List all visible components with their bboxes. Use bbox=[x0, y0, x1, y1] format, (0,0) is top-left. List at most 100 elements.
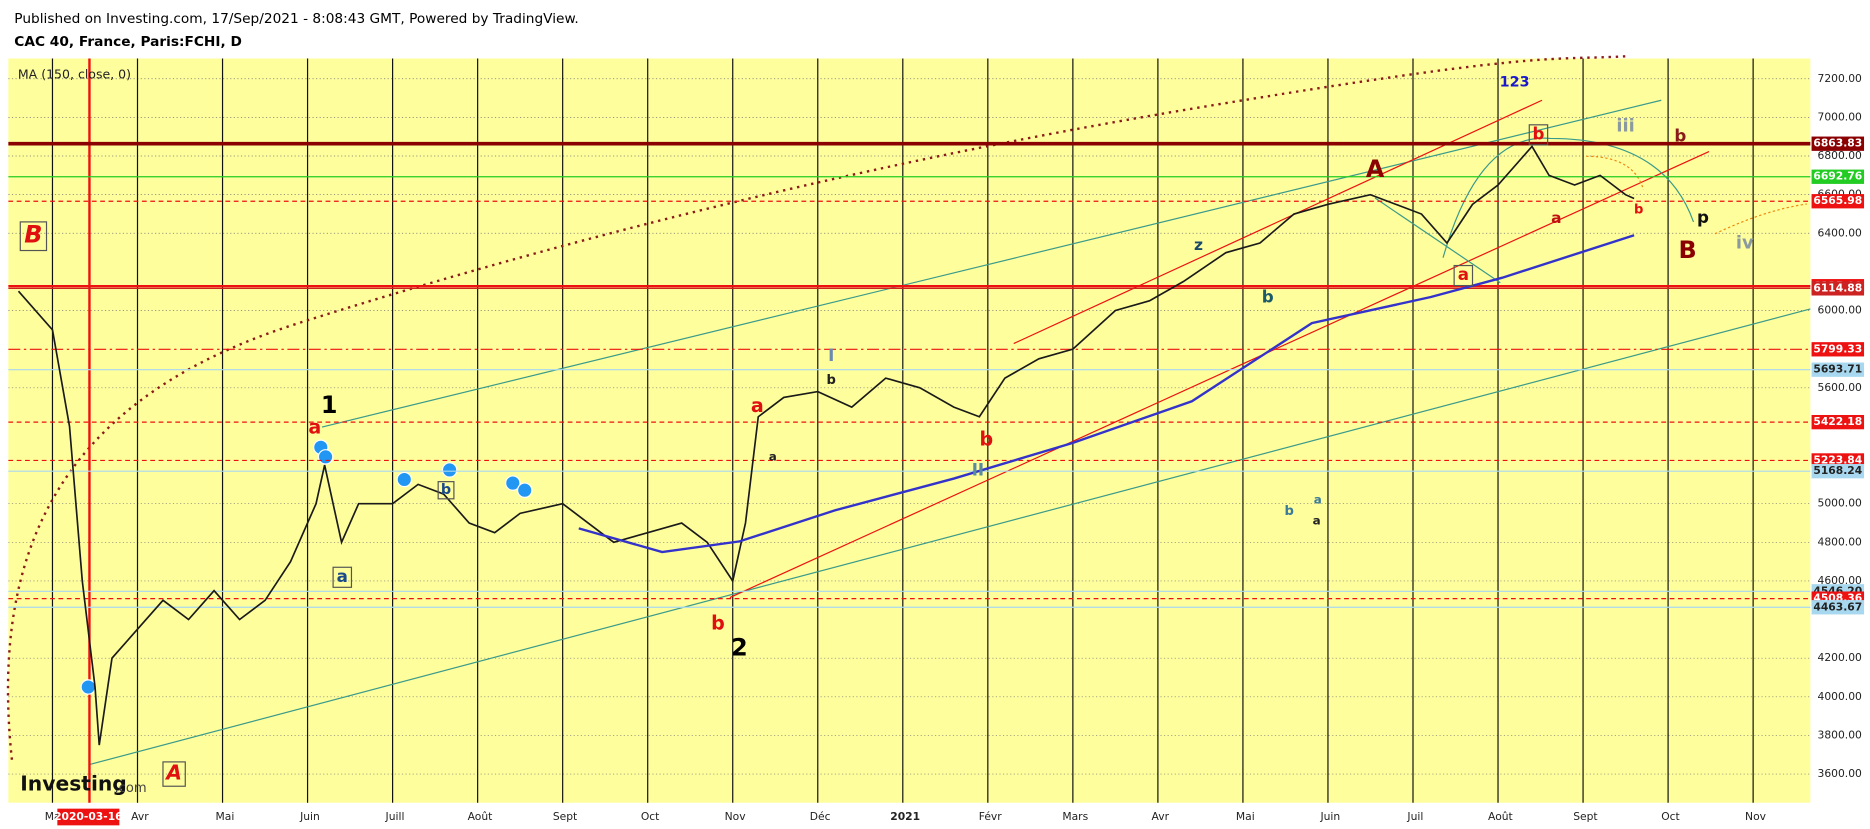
annotation-box bbox=[1528, 124, 1549, 146]
x-tick-label: Mars bbox=[1062, 810, 1088, 823]
wave-label: b bbox=[711, 612, 725, 634]
wave-label: b bbox=[1262, 288, 1274, 307]
logo: Investing bbox=[20, 771, 127, 795]
wave-label: b bbox=[1532, 124, 1544, 143]
wave-label: p bbox=[1697, 208, 1709, 227]
price-label: 5168.24 bbox=[1813, 464, 1862, 477]
markers bbox=[80, 439, 533, 695]
x-tick-label: Avr bbox=[131, 810, 149, 823]
trend-line bbox=[321, 99, 1662, 428]
wave-label: b bbox=[1634, 202, 1643, 217]
y-tick-label: 4000.00 bbox=[1818, 690, 1863, 703]
y-tick-label: 3600.00 bbox=[1818, 767, 1863, 780]
published-line: Published on Investing.com, 17/Sep/2021 … bbox=[14, 11, 578, 27]
x-tick-label: Nov bbox=[1745, 810, 1767, 823]
y-tick-label: 6800.00 bbox=[1818, 149, 1863, 162]
wave-label: a bbox=[308, 417, 321, 439]
wave-label: b bbox=[827, 373, 836, 388]
y-tick-label: 7200.00 bbox=[1818, 72, 1863, 85]
price-label: 6565.98 bbox=[1813, 194, 1862, 207]
trend-line bbox=[89, 308, 1811, 766]
arc bbox=[1442, 137, 1695, 258]
price-label-box bbox=[1811, 194, 1865, 209]
wave-label: 2 bbox=[731, 633, 748, 661]
wave-label: b bbox=[1674, 127, 1686, 146]
price-label: 6863.83 bbox=[1813, 137, 1862, 150]
x-tick-label: Oct bbox=[1661, 810, 1680, 823]
wave-label: b bbox=[1285, 504, 1294, 519]
x-tick-label: Juil bbox=[1406, 810, 1423, 823]
wave-label: a bbox=[1314, 492, 1322, 506]
wave-label: 1 bbox=[321, 391, 338, 419]
plot-area bbox=[8, 58, 1811, 803]
wave-label: I bbox=[828, 346, 834, 365]
annotation-box bbox=[332, 566, 353, 588]
price-label-box bbox=[1811, 464, 1865, 479]
x-tick-label: Oct bbox=[641, 810, 660, 823]
x-tick-label: Févr bbox=[979, 810, 1003, 823]
wave-label: a bbox=[1458, 265, 1469, 284]
y-tick-label: 5600.00 bbox=[1818, 381, 1863, 394]
y-tick-label: 4800.00 bbox=[1818, 535, 1863, 548]
price-label-box bbox=[1811, 169, 1865, 184]
price-label: 5693.71 bbox=[1813, 363, 1862, 376]
logo-suffix: .com bbox=[114, 781, 146, 796]
wave-label: 123 bbox=[1500, 74, 1530, 90]
trend-line bbox=[1013, 99, 1543, 345]
x-tick-label: Nov bbox=[725, 810, 747, 823]
x-tick-label: Juill bbox=[385, 810, 405, 823]
grid bbox=[8, 58, 1811, 803]
price-label: 6114.88 bbox=[1813, 281, 1862, 294]
price-label-box bbox=[1811, 362, 1865, 377]
annotation-box bbox=[1453, 264, 1474, 287]
indicator-label: MA (150, close, 0) bbox=[18, 67, 131, 82]
price-label: 5799.33 bbox=[1813, 342, 1862, 355]
wave-label: B bbox=[24, 221, 42, 249]
wave-label: A bbox=[164, 761, 182, 785]
x-tick-label: Avr bbox=[1152, 810, 1170, 823]
x-tick-label: Mai bbox=[216, 810, 235, 823]
x-tick-label: Juin bbox=[299, 810, 320, 823]
y-tick-label: 4200.00 bbox=[1818, 651, 1863, 664]
wave-label: z bbox=[1194, 236, 1203, 254]
series-line bbox=[17, 144, 1635, 746]
price-label-box bbox=[1811, 600, 1865, 615]
wave-label: a bbox=[337, 567, 348, 586]
y-tick-label: 4600.00 bbox=[1818, 574, 1863, 587]
wave-label: b bbox=[979, 429, 993, 451]
x-tick-label: Juin bbox=[1319, 810, 1340, 823]
y-tick-label: 6400.00 bbox=[1818, 226, 1863, 239]
wave-label: iv bbox=[1736, 232, 1754, 253]
price-label-box bbox=[1811, 342, 1865, 357]
wave-label: a bbox=[1551, 209, 1561, 227]
symbol-line: CAC 40, France, Paris:FCHI, D bbox=[14, 34, 242, 50]
x-tick-label: 2021 bbox=[890, 810, 920, 823]
wave-label: iii bbox=[1616, 115, 1634, 136]
price-label-box bbox=[1811, 281, 1865, 296]
price-label: 5223.84 bbox=[1813, 453, 1862, 466]
dotted-curve bbox=[6, 54, 1628, 760]
wave-label: b bbox=[441, 482, 451, 498]
wave-label: B bbox=[1678, 236, 1696, 264]
arc bbox=[1714, 203, 1807, 235]
trend-line bbox=[729, 150, 1710, 599]
date-marker-label: 2020-03-16 bbox=[54, 810, 123, 823]
y-tick-label: 3800.00 bbox=[1818, 728, 1863, 741]
price-label: 5422.18 bbox=[1813, 415, 1862, 428]
x-tick-label: Déc bbox=[810, 810, 831, 823]
x-tick-label: Août bbox=[468, 810, 493, 823]
wave-label: II bbox=[972, 461, 984, 480]
y-tick-label: 5000.00 bbox=[1818, 497, 1863, 510]
wave-label: a bbox=[1313, 514, 1321, 528]
y-tick-label: 6000.00 bbox=[1818, 304, 1863, 317]
arc bbox=[1586, 155, 1644, 190]
y-tick-label: 7000.00 bbox=[1818, 110, 1863, 123]
price-label-box bbox=[1811, 453, 1865, 468]
annotation-box bbox=[437, 481, 455, 500]
x-tick-label: Sept bbox=[553, 810, 577, 823]
wave-label: A bbox=[1366, 155, 1385, 183]
x-tick-label: Mai bbox=[1236, 810, 1255, 823]
price-label: 6692.76 bbox=[1813, 170, 1862, 183]
annotation-box bbox=[162, 761, 186, 787]
